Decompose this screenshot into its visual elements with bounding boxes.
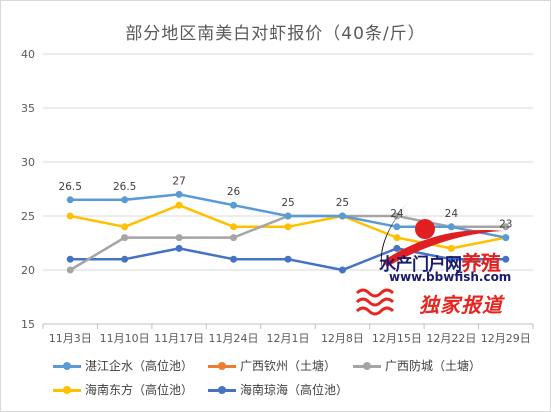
legend-label-series-1: 湛江企水（高位池）	[85, 359, 194, 373]
data-label: 26.5	[113, 181, 136, 193]
data-point-series-1	[338, 212, 346, 220]
y-tick-label: 40	[21, 48, 35, 61]
data-point-series-3	[121, 234, 129, 242]
data-point-series-1	[230, 201, 238, 209]
data-label: 26	[227, 186, 241, 198]
legend-swatch-series-1	[53, 361, 81, 371]
legend-label-series-4: 海南东方（高位池）	[85, 383, 194, 397]
x-tick-label: 11月17日	[154, 332, 204, 345]
y-tick-label: 20	[21, 264, 35, 277]
legend-item-series-5: 海南琼海（高位池）	[208, 381, 348, 398]
data-point-series-1	[502, 234, 510, 242]
watermark-exclusive: 独家报道	[419, 293, 503, 317]
data-point-series-1	[66, 196, 74, 204]
legend-item-series-2: 广西钦州（土塘）	[208, 357, 336, 374]
legend-swatch-series-5	[208, 385, 236, 395]
x-tick-label: 12月1日	[267, 332, 310, 345]
y-tick-label: 30	[21, 156, 35, 169]
data-point-series-5	[121, 255, 129, 263]
data-label: 24	[445, 208, 459, 220]
watermark-brand-b: 养殖	[461, 251, 502, 275]
legend-swatch-series-4	[53, 385, 81, 395]
data-label: 27	[172, 175, 185, 187]
y-tick-label: 15	[21, 318, 35, 331]
data-point-series-3	[502, 223, 510, 231]
watermark-brand: 水产门户网养殖	[379, 247, 501, 276]
legend-label-series-2: 广西钦州（土塘）	[240, 359, 337, 373]
legend-item-series-3: 广西防城（土塘）	[353, 357, 481, 374]
data-label: 24	[390, 208, 404, 220]
data-point-series-4	[230, 223, 238, 231]
data-point-series-4	[447, 244, 455, 252]
legend-item-series-4: 海南东方（高位池）	[53, 381, 193, 398]
x-tick-label: 12月22日	[426, 332, 476, 345]
data-point-series-3	[175, 234, 183, 242]
data-point-series-4	[284, 223, 292, 231]
data-point-series-5	[393, 244, 401, 252]
data-label: 26.5	[59, 181, 82, 193]
data-point-series-5	[284, 255, 292, 263]
wave-icon	[355, 288, 395, 316]
watermark-brand-a: 水产门户网	[379, 255, 462, 275]
data-point-series-4	[66, 212, 74, 220]
x-tick-label: 11月10日	[100, 332, 150, 345]
data-point-series-5	[447, 255, 455, 263]
watermark-url: www.bbwfish.com	[389, 270, 512, 284]
x-tick-label: 12月8日	[321, 332, 364, 345]
data-point-series-1	[447, 223, 455, 231]
red-dot-icon	[415, 219, 435, 239]
data-point-series-3	[66, 266, 74, 274]
data-label: 23	[499, 219, 512, 231]
legend-swatch-series-3	[353, 361, 381, 371]
x-tick-label: 11月24日	[209, 332, 259, 345]
data-point-series-5	[66, 255, 74, 263]
x-tick-label: 11月3日	[49, 332, 92, 345]
x-tick-label: 12月29日	[481, 332, 531, 345]
y-tick-label: 35	[21, 102, 35, 115]
legend-item-series-1: 湛江企水（高位池）	[53, 357, 193, 374]
data-point-series-5	[230, 255, 238, 263]
data-point-series-4	[121, 223, 129, 231]
legend-label-series-3: 广西防城（土塘）	[385, 359, 482, 373]
data-point-series-3	[230, 234, 238, 242]
data-point-series-5	[338, 266, 346, 274]
data-label: 25	[281, 197, 294, 209]
data-label: 25	[336, 197, 349, 209]
data-point-series-1	[175, 190, 183, 198]
y-tick-label: 25	[21, 210, 35, 223]
data-point-series-1	[284, 212, 292, 220]
data-point-series-4	[393, 234, 401, 242]
data-point-series-5	[502, 255, 510, 263]
chart-title: 部分地区南美白对虾报价（40条/斤）	[125, 24, 426, 44]
x-tick-label: 12月15日	[372, 332, 422, 345]
legend-swatch-series-2	[208, 361, 236, 371]
data-point-series-4	[175, 201, 183, 209]
data-point-series-5	[175, 244, 183, 252]
watermark: 水产门户网养殖 www.bbwfish.com 独家报道	[353, 201, 543, 321]
data-point-series-1	[393, 223, 401, 231]
watermark-swoosh-icon	[355, 201, 503, 316]
legend-label-series-5: 海南琼海（高位池）	[240, 383, 349, 397]
data-point-series-1	[121, 196, 129, 204]
